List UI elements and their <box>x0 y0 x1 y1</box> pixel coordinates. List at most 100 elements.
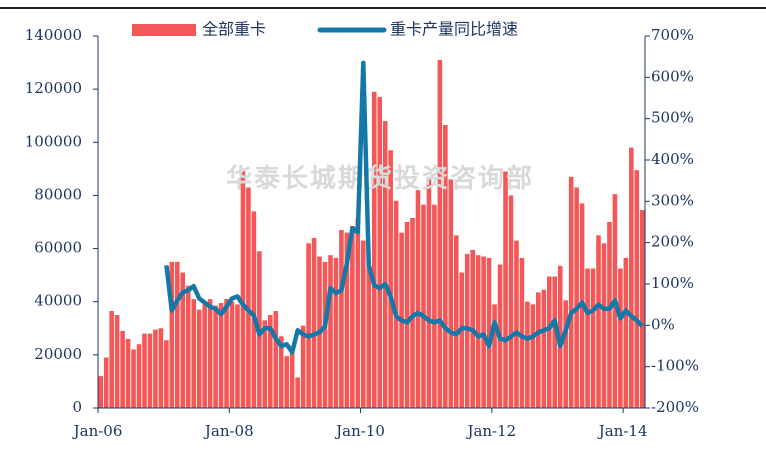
y-tick-label: 60000 <box>34 239 82 257</box>
line <box>164 60 644 355</box>
bar <box>486 257 492 408</box>
bar <box>350 225 355 408</box>
bar <box>563 300 568 408</box>
bar <box>366 264 372 408</box>
bar <box>202 304 207 408</box>
bar <box>596 235 601 408</box>
bar <box>382 121 388 409</box>
bar <box>306 243 311 408</box>
bar <box>175 261 180 408</box>
bar <box>426 179 432 408</box>
bar <box>410 218 415 408</box>
y2-tick-label: 100% <box>651 274 694 292</box>
bar <box>377 97 383 408</box>
bar <box>453 235 459 408</box>
bar <box>120 330 125 408</box>
y2-tick-label: 500% <box>651 109 694 127</box>
bar <box>388 150 393 408</box>
bar <box>601 243 607 408</box>
bar <box>333 257 339 408</box>
bar <box>158 328 164 408</box>
bar <box>355 218 361 408</box>
bar <box>415 190 421 408</box>
bar <box>180 272 186 408</box>
bar <box>246 187 251 408</box>
y2-tick-label: 400% <box>651 150 694 168</box>
legend-label: 重卡产量同比增速 <box>390 20 518 39</box>
bar <box>639 210 645 408</box>
bar <box>142 333 147 408</box>
y-tick-label: 20000 <box>34 345 82 363</box>
bar <box>530 304 536 408</box>
x-tick-label: Jan-10 <box>334 422 385 440</box>
bar <box>607 222 612 408</box>
bar <box>393 200 399 408</box>
bar <box>629 147 634 408</box>
bar <box>339 229 344 408</box>
bar <box>546 276 552 408</box>
bar <box>278 336 284 408</box>
bar <box>207 299 213 408</box>
bar <box>421 204 426 408</box>
bar <box>634 170 640 408</box>
bar <box>590 268 596 408</box>
bar <box>525 301 530 408</box>
bar <box>164 340 169 408</box>
bar <box>114 315 120 408</box>
y2-tick-label: 300% <box>651 191 694 209</box>
x-tick-label: Jan-12 <box>465 422 516 440</box>
bar <box>169 261 175 408</box>
bar <box>371 91 377 409</box>
y-tick-label: 40000 <box>34 292 82 310</box>
bar <box>273 311 279 408</box>
bar <box>508 195 514 408</box>
bar <box>503 171 508 408</box>
bar <box>109 311 114 408</box>
bar <box>153 329 158 408</box>
bar <box>268 315 273 408</box>
bar <box>196 309 202 408</box>
y2-tick-label: 600% <box>651 67 694 85</box>
bar <box>300 325 306 408</box>
bar <box>251 211 257 408</box>
bar <box>404 222 410 408</box>
bar <box>536 292 541 408</box>
bar <box>98 376 104 408</box>
y-tick-label: 80000 <box>34 185 82 203</box>
bar <box>541 289 547 408</box>
bar <box>437 59 443 409</box>
y-tick-label: 120000 <box>25 79 82 97</box>
bar <box>448 179 454 408</box>
bar <box>218 303 224 408</box>
bar <box>185 285 191 408</box>
y2-tick-label: -200% <box>651 398 699 416</box>
bar <box>475 255 481 408</box>
bar <box>229 301 235 408</box>
bar <box>360 240 366 408</box>
y-tick-label: 140000 <box>25 26 82 44</box>
bar <box>136 344 142 408</box>
bar <box>328 255 333 408</box>
y2-tick-label: 200% <box>651 233 694 251</box>
bar <box>131 349 136 408</box>
y-tick-label: 0 <box>72 398 82 416</box>
bar <box>224 299 229 408</box>
legend-label: 全部重卡 <box>202 20 266 39</box>
bar <box>459 272 465 408</box>
bar <box>147 333 153 408</box>
watermark: 华泰长城期货投资咨询部 <box>226 163 534 194</box>
bar <box>344 232 350 408</box>
bar <box>240 168 246 408</box>
bar <box>295 377 300 408</box>
bar <box>464 253 470 408</box>
x-tick-label: Jan-06 <box>72 422 123 440</box>
bar <box>311 237 317 408</box>
bar <box>574 187 579 408</box>
bar <box>623 257 629 408</box>
bar <box>552 276 558 408</box>
y-tick-label: 100000 <box>25 132 82 150</box>
bar <box>492 304 497 408</box>
x-tick-label: Jan-08 <box>203 422 254 440</box>
bar <box>125 338 131 408</box>
